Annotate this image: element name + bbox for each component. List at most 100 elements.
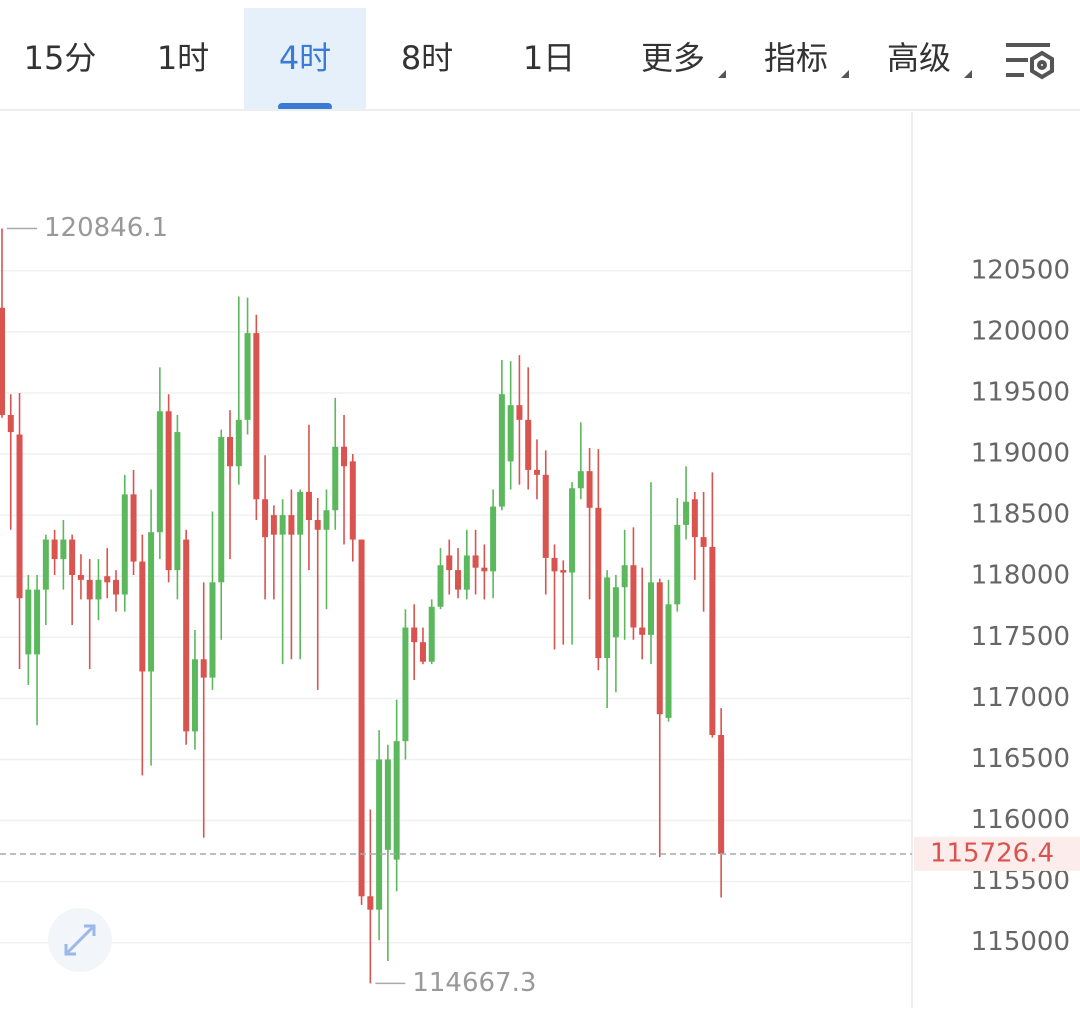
- dropdown-arrow: [841, 70, 849, 78]
- y-tick-label: 120500: [971, 255, 1070, 285]
- candle-body: [604, 577, 611, 659]
- candle-body: [297, 491, 304, 535]
- candle-body: [16, 434, 23, 599]
- tab[interactable]: 15分: [24, 39, 97, 77]
- candle-body: [104, 576, 111, 583]
- candle-body: [121, 494, 128, 595]
- y-tick-label: 118000: [971, 561, 1070, 591]
- candle-body: [630, 565, 637, 628]
- candle-body: [595, 507, 602, 659]
- expand-button[interactable]: [48, 908, 112, 972]
- candle-body: [612, 587, 619, 638]
- candle-body: [218, 436, 225, 583]
- candle-body: [60, 539, 67, 560]
- candle-body: [367, 896, 374, 910]
- candle-body: [69, 539, 76, 575]
- candle-body: [77, 574, 84, 580]
- y-tick-label: 119000: [971, 439, 1070, 469]
- candle-body: [7, 414, 14, 433]
- candle-body: [34, 589, 41, 655]
- candle-body: [332, 446, 339, 511]
- extreme-label: 120846.1: [44, 213, 168, 243]
- tab[interactable]: 1时: [157, 39, 209, 77]
- candle-body: [42, 539, 49, 590]
- candle-body: [428, 606, 435, 662]
- y-tick-label: 117000: [971, 683, 1070, 713]
- candle-body: [393, 741, 400, 860]
- candle-body: [25, 589, 32, 655]
- candle-body: [551, 557, 558, 572]
- candle-body: [683, 501, 690, 525]
- y-tick-label: 120000: [971, 316, 1070, 346]
- candle-body: [227, 436, 234, 467]
- settings-icon[interactable]: [1006, 43, 1054, 80]
- candle-body: [577, 471, 584, 489]
- tab[interactable]: 1日: [523, 39, 575, 77]
- candle-body: [191, 659, 198, 732]
- candle-body: [419, 642, 426, 662]
- candle-body: [349, 461, 356, 540]
- candle-body: [51, 539, 58, 560]
- candle-body: [700, 537, 707, 547]
- candle-body: [586, 471, 593, 508]
- candle-body: [314, 520, 321, 530]
- candle-body: [639, 627, 646, 635]
- candle-body: [507, 405, 514, 462]
- candle-body: [86, 579, 93, 600]
- candle-body: [647, 582, 654, 635]
- candle-body: [446, 555, 453, 571]
- candle-body: [560, 570, 567, 573]
- candle-body: [376, 759, 383, 910]
- candle-body: [139, 561, 146, 672]
- tab[interactable]: 8时: [401, 39, 453, 77]
- candle-body: [305, 491, 312, 521]
- candle-body: [113, 579, 120, 595]
- candle-body: [384, 759, 391, 850]
- candle-body: [95, 579, 102, 600]
- dropdown-arrow: [718, 70, 726, 78]
- tab[interactable]: 4时: [279, 39, 331, 77]
- tab[interactable]: 高级: [887, 39, 951, 77]
- candle-body: [516, 405, 523, 420]
- candle-body: [165, 411, 172, 571]
- candle-body: [270, 515, 277, 535]
- candle-body: [411, 627, 418, 643]
- candle-body: [498, 394, 505, 507]
- candle-body: [718, 735, 725, 854]
- candle-body: [323, 510, 330, 530]
- candle-body: [542, 474, 549, 558]
- candle-body: [148, 532, 155, 672]
- candle-body: [209, 582, 216, 678]
- candle-body: [533, 469, 540, 475]
- candle-body: [341, 446, 348, 467]
- candle-body: [665, 604, 672, 718]
- candle-body: [463, 555, 470, 590]
- candle-body: [130, 494, 137, 562]
- candle-body: [358, 539, 365, 897]
- candle-body: [621, 565, 628, 588]
- candle-body: [235, 419, 242, 467]
- candle-body: [253, 333, 260, 500]
- tab[interactable]: 指标: [764, 39, 828, 77]
- candle-body: [200, 659, 207, 678]
- candle-body: [262, 499, 269, 538]
- extreme-label: 114667.3: [412, 968, 536, 998]
- y-tick-label: 119500: [971, 377, 1070, 407]
- candle-body: [481, 567, 488, 572]
- active-tab-bg: [244, 8, 366, 110]
- y-tick-label: 118500: [971, 500, 1070, 530]
- y-tick-label: 116500: [971, 744, 1070, 774]
- current-price-bg: [914, 836, 1080, 871]
- tab[interactable]: 更多: [641, 39, 705, 77]
- y-tick-label: 117500: [971, 622, 1070, 652]
- candle-body: [691, 499, 698, 538]
- candle-body: [455, 570, 462, 590]
- dropdown-arrow: [964, 70, 972, 78]
- candle-body: [0, 307, 5, 415]
- candle-body: [279, 515, 286, 535]
- candle-body: [525, 419, 532, 470]
- candle-body: [709, 546, 716, 736]
- candle-body: [490, 506, 497, 572]
- y-tick-label: 115500: [971, 866, 1070, 896]
